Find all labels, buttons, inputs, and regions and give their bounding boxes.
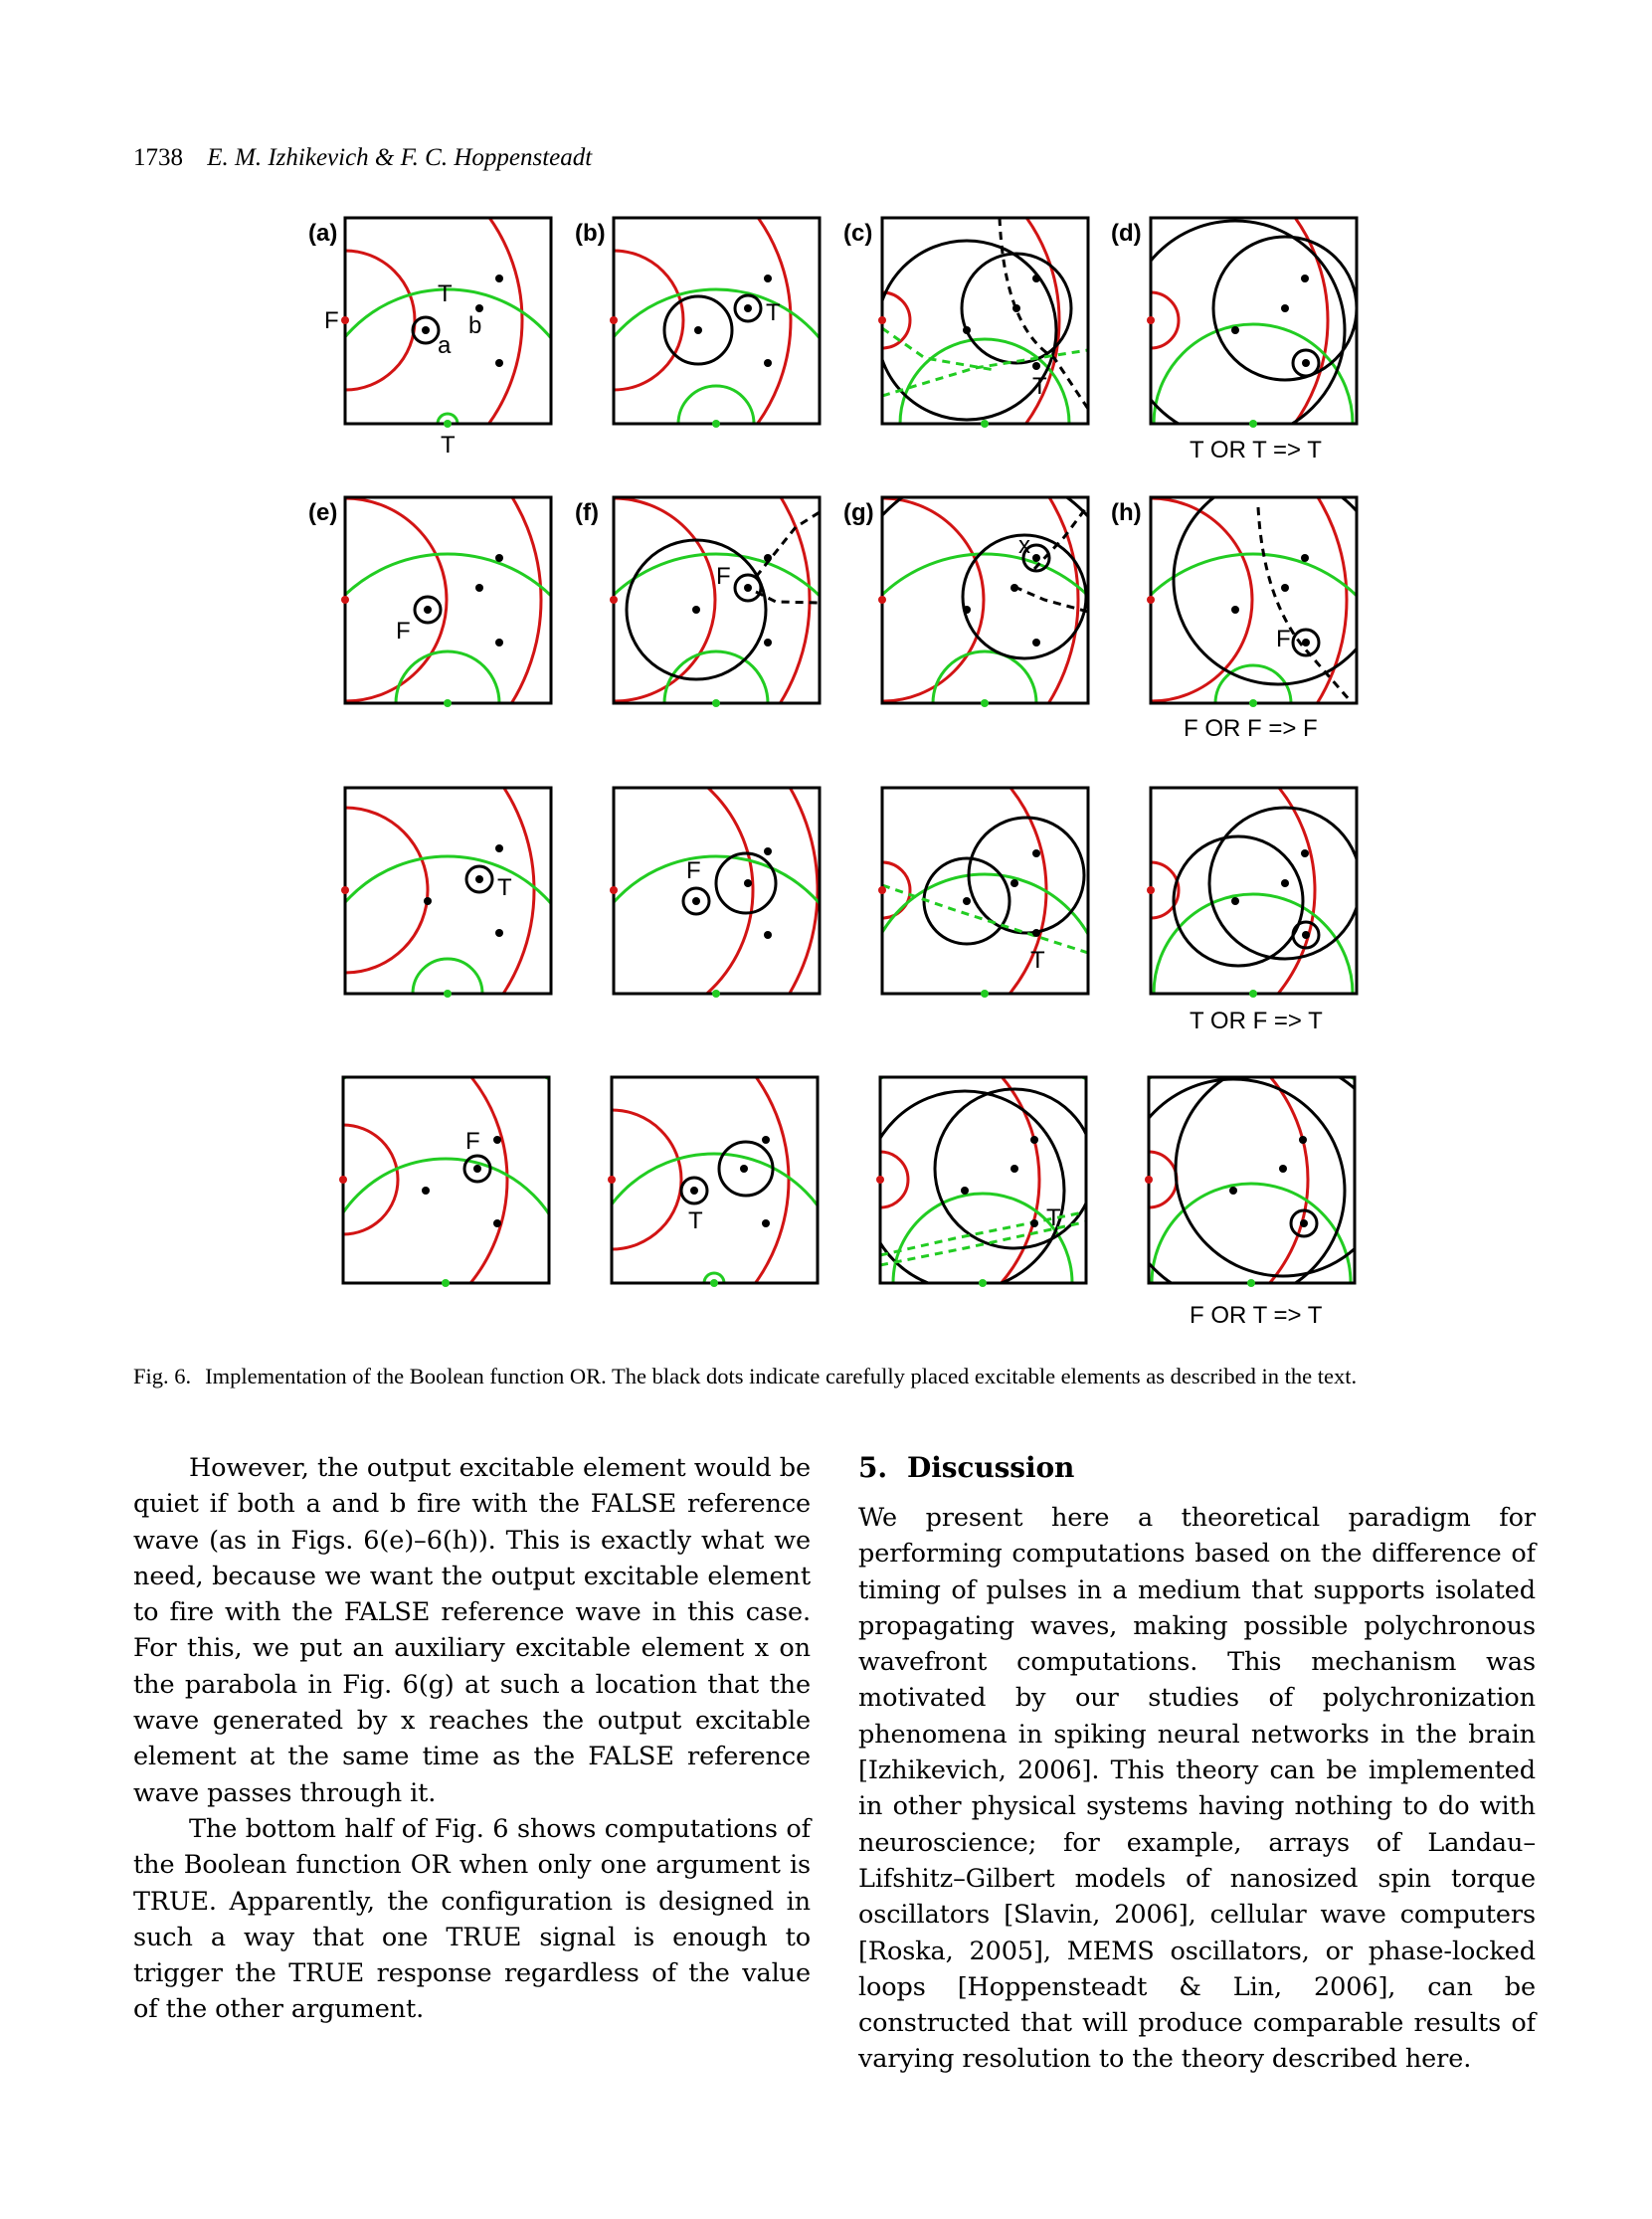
- figure-caption: Fig. 6. Implementation of the Boolean fun…: [133, 1361, 1536, 1391]
- label-T: T: [1030, 947, 1045, 974]
- section-number: 5.: [858, 1451, 888, 1484]
- label-F: F: [1276, 626, 1291, 652]
- label-F: F: [716, 563, 731, 590]
- panel-a: (a) T F a b T: [308, 216, 553, 459]
- row-caption: T OR F => T: [1190, 1008, 1323, 1034]
- panel-row4-col2: T: [608, 1075, 820, 1287]
- panel-label: (c): [843, 220, 872, 247]
- row-caption: F OR T => T: [1190, 1302, 1323, 1329]
- panel-label: (g): [843, 499, 874, 526]
- panel-label: (f): [575, 499, 599, 526]
- panel-g: (g) x: [843, 495, 1090, 707]
- label-T: T: [1032, 373, 1047, 400]
- label-T: T: [497, 874, 512, 901]
- panel-label: (e): [308, 499, 337, 526]
- panel-row4-col4: F OR T => T: [1145, 1075, 1357, 1329]
- row-caption: F OR F => F: [1184, 715, 1318, 742]
- red-source-dot: [341, 316, 349, 324]
- element-b: [475, 304, 483, 312]
- green-source-dot: [444, 420, 452, 428]
- label-x: x: [1018, 532, 1030, 559]
- red-wave-small: [345, 249, 417, 392]
- paragraph: We present here a theoretical paradigm f…: [858, 1503, 1536, 2075]
- panel-row3-col4: T OR F => T: [1147, 786, 1359, 1034]
- caption-label: Fig. 6.: [133, 1364, 192, 1388]
- red-wave-large: [486, 218, 524, 424]
- page-number: 1738: [133, 144, 183, 171]
- panel-b: (b) T: [575, 216, 822, 428]
- panel-label: (h): [1111, 499, 1142, 526]
- element-a: [422, 326, 430, 334]
- element: [495, 359, 503, 367]
- label-b: b: [468, 312, 481, 339]
- right-column: 5. Discussion We present here a theoretic…: [858, 1450, 1536, 2078]
- panel-label: (d): [1111, 220, 1142, 247]
- panel-h: (h) F F OR F => F: [1111, 495, 1359, 742]
- panel-c: (c) T: [843, 216, 1090, 428]
- panel-d: (d) T OR T => T: [1111, 216, 1359, 463]
- panel-f: (f) F: [575, 495, 822, 707]
- label-F: F: [396, 618, 411, 645]
- row-caption: T OR T => T: [1190, 437, 1322, 463]
- label-T: T: [766, 299, 781, 326]
- running-header: 1738 E. M. Izhikevich & F. C. Hoppenstea…: [133, 144, 592, 172]
- panel-label: (a): [308, 220, 337, 247]
- panel-frame: [343, 216, 553, 426]
- caption-text: Implementation of the Boolean function O…: [205, 1364, 1358, 1388]
- label-T: T: [441, 432, 456, 459]
- label-F: F: [324, 307, 339, 334]
- green-wave-small: [436, 412, 459, 424]
- panel-row4-col3: T: [876, 1075, 1088, 1287]
- label-a: a: [438, 332, 452, 359]
- label-T: T: [1046, 1204, 1061, 1231]
- label-T: T: [688, 1207, 703, 1234]
- paragraph: The bottom half of Fig. 6 shows computat…: [133, 1813, 811, 2025]
- label-F: F: [686, 857, 701, 884]
- left-column: However, the output excitable element wo…: [133, 1450, 811, 2028]
- section-heading: 5. Discussion: [858, 1450, 1536, 1486]
- figure-6: (a) T F a b T (b) T: [308, 216, 1359, 1329]
- element: [495, 275, 503, 282]
- ring-element-a: [411, 315, 441, 345]
- running-authors: E. M. Izhikevich & F. C. Hoppensteadt: [207, 144, 593, 171]
- label-F: F: [465, 1128, 480, 1155]
- paragraph: However, the output excitable element wo…: [133, 1453, 811, 1808]
- panel-row3-col2: F: [610, 786, 822, 998]
- panel-row3-col3: T: [878, 786, 1090, 998]
- panel-row4-col1: F: [339, 1075, 551, 1287]
- panel-row3-col1: T: [341, 786, 553, 998]
- green-wave-large: [345, 287, 551, 341]
- label-T: T: [438, 280, 453, 307]
- panel-e: (e) F: [308, 495, 553, 707]
- section-title: Discussion: [907, 1451, 1075, 1484]
- panel-label: (b): [575, 220, 606, 247]
